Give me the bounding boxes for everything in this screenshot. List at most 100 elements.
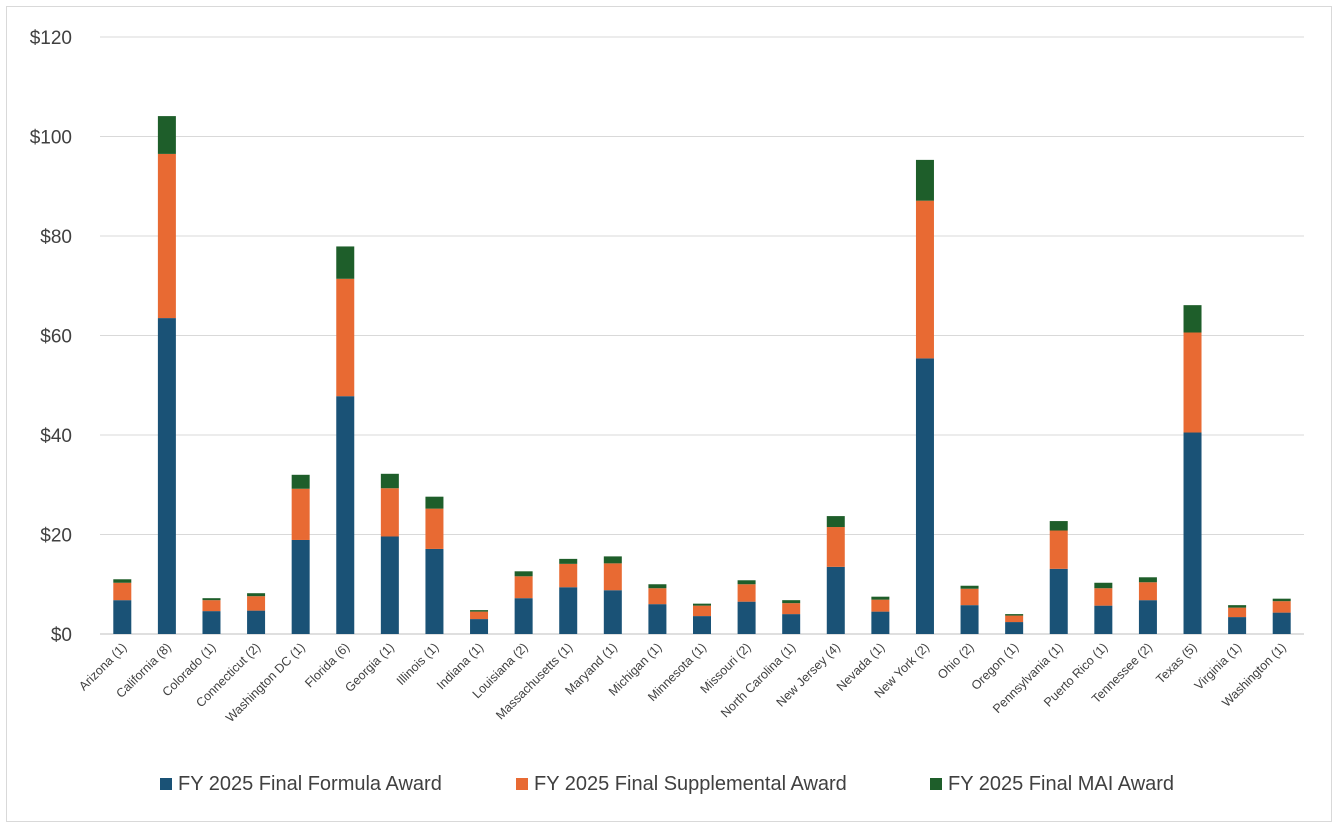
- bar-segment: [826, 527, 845, 567]
- bar-segment: [737, 601, 756, 634]
- bar-segment: [1005, 622, 1024, 634]
- x-tick-label: Massachusetts (1): [493, 640, 575, 722]
- bar-segment: [1138, 582, 1157, 601]
- bar-segment: [648, 584, 667, 589]
- bar-segment: [1272, 601, 1291, 613]
- bar-segment: [559, 563, 578, 588]
- bar-segment: [1049, 568, 1068, 634]
- bar-segment: [960, 585, 979, 589]
- bar-segment: [247, 596, 266, 611]
- bar-segment: [559, 558, 578, 564]
- bar-segment: [202, 600, 221, 612]
- bar-segment: [871, 599, 890, 612]
- bar-segment: [157, 116, 176, 154]
- bar-segment: [425, 508, 444, 549]
- bars: [113, 116, 1291, 634]
- x-tick-label: North Carolina (1): [718, 640, 798, 720]
- bar-segment: [1049, 530, 1068, 569]
- bar-segment: [1272, 598, 1291, 602]
- bar-segment: [157, 318, 176, 634]
- bar-segment: [380, 536, 399, 634]
- bar-segment: [782, 614, 801, 634]
- y-tick-label: $80: [40, 227, 72, 248]
- bar-segment: [202, 598, 221, 601]
- y-tick-label: $0: [51, 625, 72, 646]
- x-tick-label: Ohio (2): [935, 640, 977, 682]
- bar-segment: [1005, 614, 1024, 616]
- legend-label: FY 2025 Final Formula Award: [178, 773, 442, 795]
- legend-swatch: [516, 778, 528, 790]
- y-tick-label: $100: [30, 128, 72, 149]
- bar-segment: [737, 580, 756, 585]
- bar-segment: [470, 611, 489, 620]
- chart-frame: [6, 6, 1332, 822]
- bar-segment: [1138, 577, 1157, 583]
- bar-segment: [336, 246, 355, 279]
- bar-segment: [603, 590, 622, 634]
- legend-label: FY 2025 Final Supplemental Award: [534, 773, 847, 795]
- legend: FY 2025 Final Formula Award FY 2025 Final…: [160, 773, 1174, 795]
- bar-segment: [470, 610, 489, 612]
- bar-segment: [693, 616, 711, 634]
- bar-segment: [157, 153, 176, 319]
- bar-segment: [291, 488, 310, 540]
- bar-segment: [1228, 607, 1247, 618]
- bar-segment: [514, 571, 533, 577]
- bar-segment: [1228, 605, 1247, 608]
- x-tick-label: Washington DC (1): [223, 640, 308, 725]
- bar-segment: [737, 584, 756, 602]
- bar-segment: [1228, 617, 1247, 634]
- y-tick-label: $40: [40, 426, 72, 447]
- bar-segment: [648, 604, 667, 634]
- bar-segment: [960, 605, 979, 634]
- bar-segment: [113, 579, 132, 583]
- legend-label: FY 2025 Final MAI Award: [948, 773, 1174, 795]
- bar-segment: [871, 596, 890, 600]
- bar-segment: [1138, 600, 1157, 634]
- bar-segment: [202, 611, 221, 634]
- y-tick-label: $60: [40, 327, 72, 348]
- bar-segment: [693, 605, 711, 617]
- bar-segment: [826, 516, 845, 528]
- bar-segment: [1094, 605, 1113, 634]
- bar-segment: [826, 566, 845, 634]
- bar-segment: [782, 600, 801, 604]
- bar-segment: [1183, 305, 1202, 333]
- bar-segment: [1094, 582, 1113, 589]
- bar-segment: [960, 588, 979, 606]
- bar-segment: [247, 610, 266, 634]
- y-tick-label: $20: [40, 526, 72, 547]
- bar-segment: [782, 603, 801, 615]
- bar-segment: [1049, 521, 1068, 531]
- bar-segment: [470, 619, 489, 634]
- bar-segment: [514, 576, 533, 599]
- bar-segment: [425, 548, 444, 634]
- bar-segment: [291, 474, 310, 489]
- bar-segment: [336, 396, 355, 634]
- x-axis: Arizona (1)California (8)Colorado (1)Con…: [76, 640, 1289, 725]
- gridlines: [100, 36, 1304, 635]
- legend-swatch: [160, 778, 172, 790]
- bar-segment: [113, 600, 132, 634]
- bar-segment: [1094, 588, 1113, 606]
- bar-segment: [514, 598, 533, 634]
- bar-segment: [915, 200, 934, 359]
- bar-segment: [1183, 332, 1202, 433]
- bar-segment: [603, 563, 622, 591]
- bar-segment: [291, 539, 310, 634]
- y-axis: $0 $20 $40 $60 $80 $100 $120: [30, 28, 72, 646]
- bar-segment: [915, 358, 934, 634]
- bar-segment: [603, 556, 622, 564]
- bar-segment: [871, 611, 890, 634]
- bar-segment: [380, 488, 399, 537]
- bar-segment: [1005, 615, 1024, 623]
- bar-segment: [380, 473, 399, 489]
- bar-segment: [559, 587, 578, 634]
- bar-segment: [1272, 612, 1291, 634]
- bar-segment: [1183, 432, 1202, 634]
- bar-segment: [113, 582, 132, 601]
- bar-segment: [648, 588, 667, 605]
- bar-segment: [425, 496, 444, 509]
- bar-segment: [247, 593, 266, 597]
